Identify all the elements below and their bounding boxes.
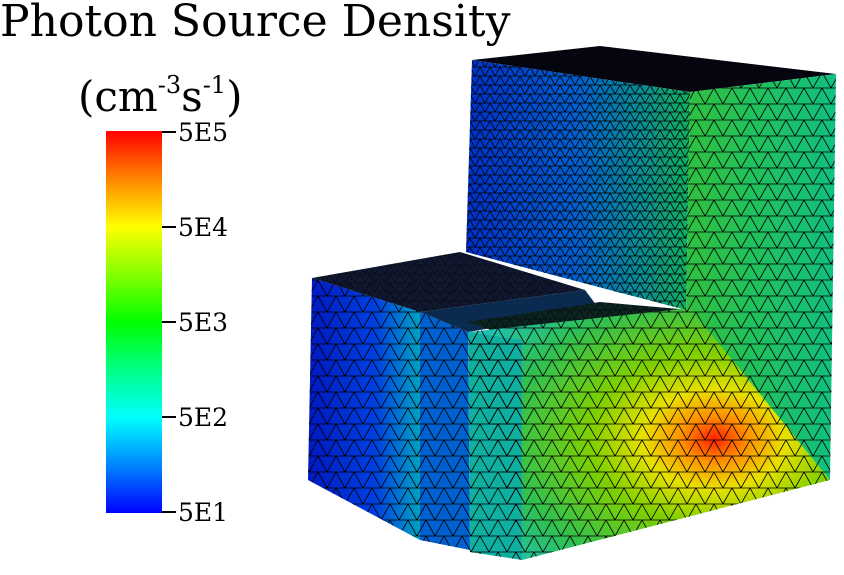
plot-title: Photon Source Density xyxy=(0,0,511,47)
colorbar xyxy=(106,131,162,513)
mesh-render xyxy=(308,46,836,560)
colorbar-label: 5E1 xyxy=(178,498,229,527)
colorbar-label: 5E3 xyxy=(178,308,229,337)
colorbar-label: 5E2 xyxy=(178,403,229,432)
colorbar-tick xyxy=(162,416,176,418)
tower-top-face xyxy=(472,46,836,92)
colorbar-tick xyxy=(162,131,176,133)
colorbar-tick xyxy=(162,321,176,323)
colorbar-tick xyxy=(162,226,176,228)
colorbar-label: 5E5 xyxy=(178,118,229,147)
colorbar-tick xyxy=(162,511,176,513)
units-label: (cm-3s-1) xyxy=(78,71,243,121)
colorbar-label: 5E4 xyxy=(178,213,229,242)
